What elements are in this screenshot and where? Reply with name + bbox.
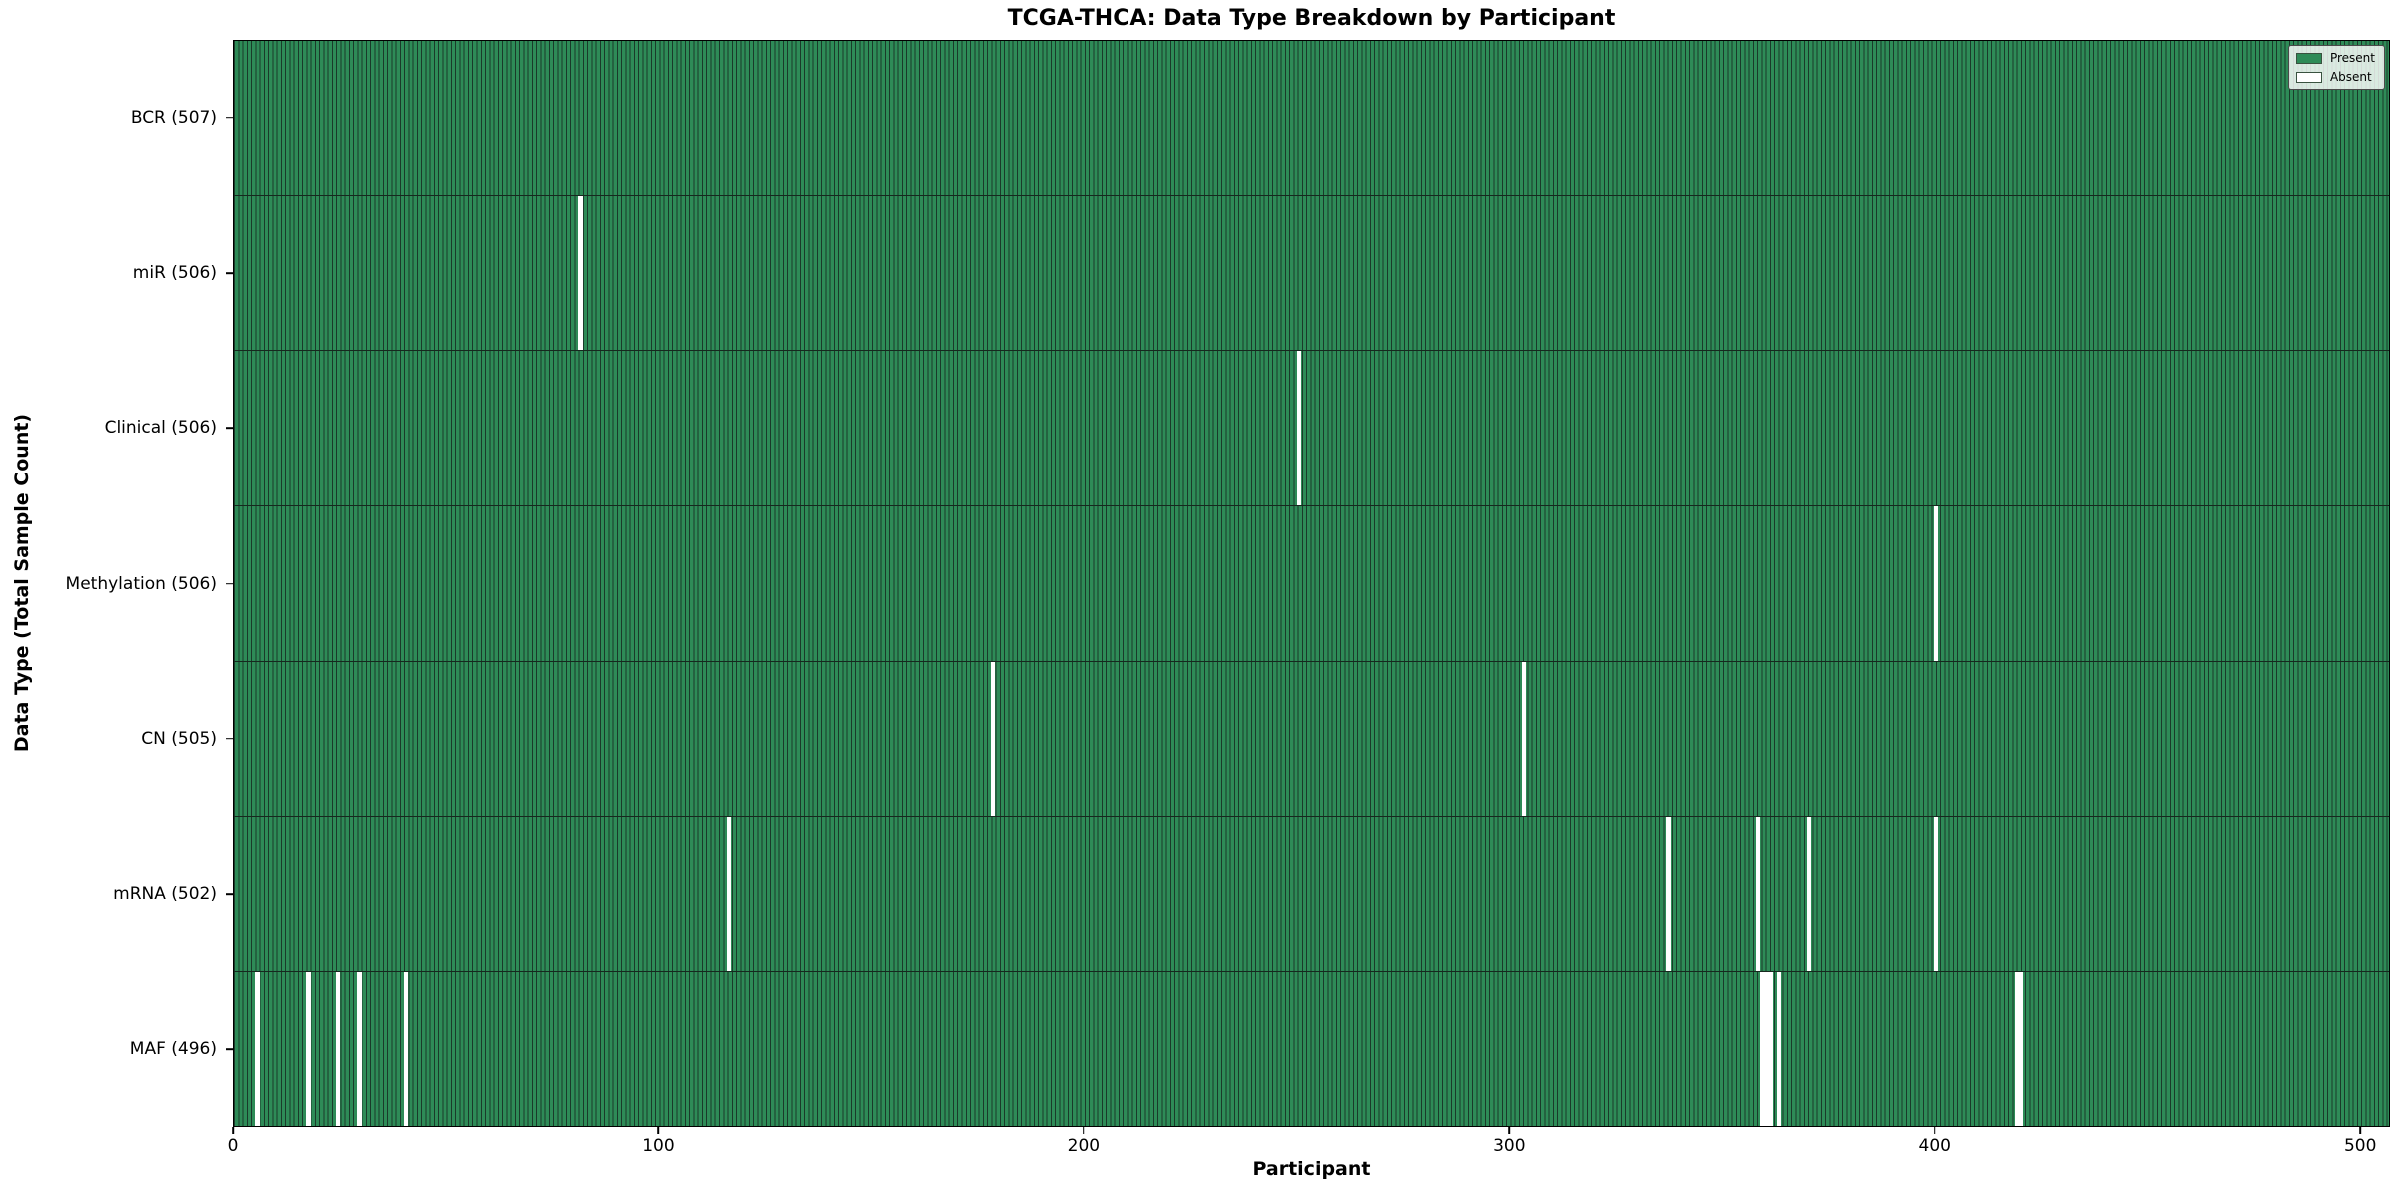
absent-gap — [336, 971, 341, 1126]
legend-absent-label: Absent — [2329, 70, 2372, 84]
y-tick-label: BCR (507) — [130, 107, 217, 128]
x-tick-mark — [1933, 1127, 1936, 1134]
absent-gap — [1755, 816, 1760, 971]
y-tick-mark — [226, 1048, 233, 1051]
y-tick-label: CN (505) — [141, 728, 217, 749]
absent-gap — [1666, 816, 1671, 971]
absent-gap — [1934, 816, 1939, 971]
absent-swatch-icon — [2295, 71, 2322, 83]
x-tick-label: 500 — [2343, 1136, 2377, 1156]
row-bcr — [234, 41, 2389, 196]
absent-gap — [1776, 971, 1782, 1126]
y-tick-label: Methylation (506) — [65, 573, 217, 594]
y-tick-label: Clinical (506) — [104, 418, 217, 439]
absent-gap — [1521, 661, 1527, 816]
legend-entry-absent: Absent — [2295, 70, 2375, 84]
y-tick-mark — [226, 582, 233, 585]
y-tick-mark — [226, 737, 233, 740]
y-tick-mark — [226, 427, 233, 429]
x-tick-mark — [1508, 1127, 1511, 1134]
x-tick-label: 300 — [1493, 1136, 1526, 1156]
y-tick-label: miR (506) — [132, 262, 217, 283]
absent-gap — [1934, 506, 1939, 661]
absent-gap — [1764, 971, 1769, 1126]
x-tick-label: 400 — [1918, 1136, 1951, 1156]
row-methylation — [234, 505, 2389, 661]
absent-gap — [255, 971, 260, 1126]
absent-gap — [990, 661, 995, 816]
x-tick-label: 100 — [642, 1136, 675, 1156]
absent-gap — [1806, 816, 1811, 971]
y-tick-mark — [226, 893, 233, 895]
absent-gap — [727, 816, 732, 971]
absent-gap — [357, 971, 362, 1126]
plot-area: Present Absent — [233, 40, 2390, 1127]
absent-gap — [578, 196, 583, 351]
x-tick-mark — [1083, 1127, 1085, 1134]
row-maf — [234, 970, 2389, 1126]
absent-gap — [1759, 971, 1765, 1126]
x-axis-label: Participant — [1252, 1158, 1371, 1180]
y-axis: BCR (507) miR (506) Clinical (506) Methylat… — [0, 40, 233, 1127]
absent-gap — [306, 971, 311, 1126]
row-mir — [234, 195, 2389, 351]
x-tick-mark — [232, 1127, 234, 1134]
y-tick-label: mRNA (502) — [113, 884, 217, 905]
chart-title: TCGA-THCA: Data Type Breakdown by Partic… — [1007, 6, 1616, 31]
absent-gap — [404, 971, 409, 1126]
absent-gap — [1768, 971, 1773, 1126]
absent-gap — [1296, 351, 1301, 506]
absent-gap — [2014, 971, 2020, 1126]
absent-gap — [2019, 971, 2024, 1126]
x-tick-mark — [2359, 1127, 2362, 1134]
y-tick-mark — [226, 116, 233, 119]
present-swatch-icon — [2295, 52, 2322, 64]
x-tick-mark — [657, 1127, 660, 1134]
x-axis: 0 100 200 300 400 500 — [228, 1127, 2390, 1173]
x-tick-label: 200 — [1067, 1136, 1101, 1156]
x-tick-label: 0 — [227, 1136, 239, 1156]
row-cn — [234, 660, 2389, 816]
legend: Present Absent — [2287, 45, 2385, 90]
legend-present-label: Present — [2329, 51, 2375, 65]
row-mrna — [234, 815, 2389, 971]
legend-entry-present: Present — [2295, 51, 2375, 65]
y-tick-mark — [226, 272, 233, 274]
row-clinical — [234, 350, 2389, 506]
y-tick-label: MAF (496) — [129, 1039, 217, 1060]
